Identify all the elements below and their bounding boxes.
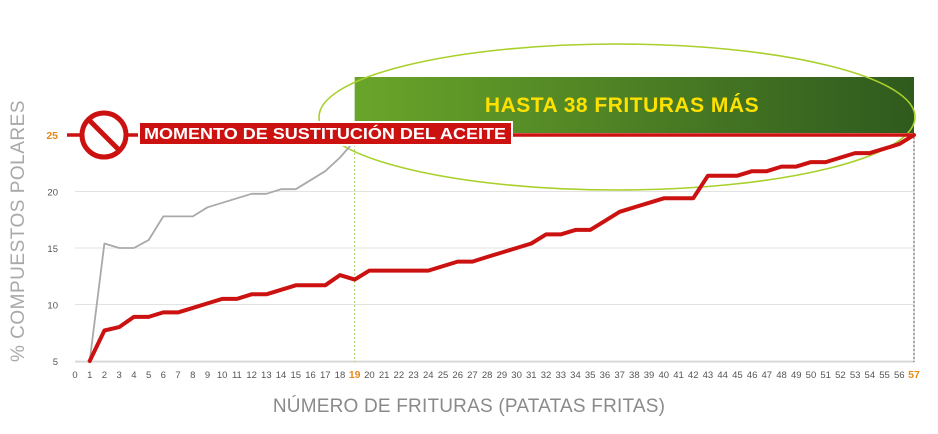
x-tick-label: 12 (246, 370, 257, 381)
x-tick-label: 15 (291, 370, 302, 381)
x-tick-label: 2 (102, 370, 107, 381)
x-tick-label: 24 (423, 370, 434, 381)
x-tick-label: 23 (408, 370, 419, 381)
y-axis-label: % COMPUESTOS POLARES (8, 100, 29, 362)
y-tick-label: 20 (47, 188, 58, 199)
x-tick-label: 42 (688, 370, 699, 381)
y-tick-label: 5 (53, 357, 58, 368)
x-tick-label: 40 (658, 370, 669, 381)
x-tick-label: 44 (717, 370, 728, 381)
grid (75, 135, 915, 363)
x-tick-label: 11 (232, 370, 242, 381)
x-tick-label: 37 (614, 370, 625, 381)
x-tick-label: 49 (791, 370, 802, 381)
x-tick-label: 10 (217, 370, 228, 381)
x-tick-label: 19 (349, 369, 361, 381)
x-tick-label: 25 (438, 370, 449, 381)
x-tick-label: 7 (175, 370, 180, 381)
x-tick-label: 45 (732, 370, 743, 381)
x-tick-label: 38 (629, 370, 640, 381)
highlight-ellipse (318, 43, 916, 191)
x-tick-label: 33 (555, 370, 566, 381)
x-tick-label: 43 (703, 370, 714, 381)
x-tick-label: 32 (541, 370, 552, 381)
x-tick-label: 34 (570, 370, 581, 381)
x-tick-label: 9 (205, 370, 210, 381)
x-tick-label: 27 (467, 370, 478, 381)
x-tick-label: 29 (497, 370, 508, 381)
x-tick-label: 54 (865, 370, 876, 381)
x-axis-ticks: 0 1 2 3 4 5 6 7 8 9 10 11 12 13 14 15 16 17 18 19 20 21 22 23 24… (72, 369, 920, 381)
x-tick-label: 46 (747, 370, 758, 381)
x-tick-label: 39 (644, 370, 655, 381)
x-tick-label: 35 (585, 370, 596, 381)
x-tick-label: 18 (335, 370, 346, 381)
x-tick-label: 3 (117, 370, 122, 381)
x-tick-label: 48 (776, 370, 787, 381)
x-tick-label: 57 (908, 369, 920, 381)
x-tick-label: 28 (482, 370, 493, 381)
y-tick-label: 15 (47, 244, 58, 255)
x-tick-label: 20 (364, 370, 375, 381)
x-tick-label: 5 (146, 370, 151, 381)
x-tick-label: 0 (72, 370, 77, 381)
x-tick-label: 41 (673, 370, 684, 381)
x-tick-label: 21 (379, 370, 390, 381)
x-tick-label: 55 (879, 370, 890, 381)
x-tick-label: 14 (276, 370, 287, 381)
y-axis-ticks: 5 10 15 20 25 (46, 130, 58, 368)
limit-label-box (138, 121, 513, 146)
x-tick-label: 31 (526, 370, 537, 381)
y-axis-title: % COMPUESTOS POLARES (4, 100, 34, 362)
x-tick-label: 26 (452, 370, 463, 381)
x-tick-label: 56 (894, 370, 905, 381)
x-axis-label: NÚMERO DE FRITURAS (PATATAS FRITAS) (272, 396, 666, 417)
y-tick-label: 10 (47, 301, 58, 312)
series-line-gray (88, 139, 356, 362)
x-tick-label: 1 (87, 370, 92, 381)
limit-label: MOMENTO DE SUSTITUCIÓN DEL ACEITE (144, 125, 506, 143)
x-tick-label: 51 (820, 370, 831, 381)
x-tick-label: 13 (261, 370, 272, 381)
x-tick-label: 47 (762, 370, 773, 381)
x-tick-label: 36 (600, 370, 611, 381)
x-tick-label: 50 (806, 370, 817, 381)
series-line-red (87, 133, 916, 363)
banner-label: HASTA 38 FRITURAS MÁS (485, 94, 759, 117)
x-tick-label: 52 (835, 370, 846, 381)
y-tick-label: 25 (46, 130, 58, 142)
no-sign-bar (88, 119, 120, 151)
x-tick-label: 6 (161, 370, 166, 381)
x-tick-label: 22 (394, 370, 405, 381)
x-tick-label: 30 (511, 370, 522, 381)
x-tick-label: 4 (131, 370, 136, 381)
x-tick-label: 16 (305, 370, 316, 381)
x-tick-label: 53 (850, 370, 861, 381)
x-tick-label: 17 (320, 370, 331, 381)
x-tick-label: 8 (190, 370, 195, 381)
no-sign-icon (79, 110, 129, 160)
